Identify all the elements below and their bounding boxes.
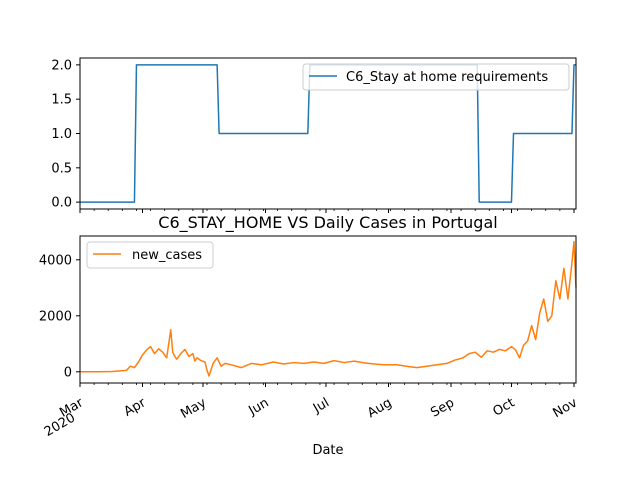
y-tick-label-0-3: 1.5: [51, 93, 72, 108]
top-legend: C6_Stay at home requirements: [302, 63, 570, 91]
y-tick-label-0-0: 0.0: [51, 196, 72, 211]
top-y-ticks: 0.0 0.5 1.0 1.5 2.0: [51, 58, 80, 211]
bottom-axes-frame: [79, 235, 577, 384]
bottom-legend-label: new_cases: [132, 248, 202, 263]
x-axis-label: Date: [312, 443, 343, 458]
top-legend-label: C6_Stay at home requirements: [346, 70, 548, 85]
bottom-legend: new_cases: [86, 241, 214, 269]
series-line-1-0: [80, 240, 577, 377]
top-x-ticks: [79, 209, 575, 213]
bottom-legend-box: [86, 241, 214, 269]
y-tick-label-0-1: 0.5: [51, 161, 72, 176]
y-tick-label-1-2: 4000: [39, 253, 72, 268]
bottom-y-ticks: 0 2000 4000: [39, 253, 80, 380]
bottom-series-group: [80, 240, 577, 377]
y-tick-label-1-1: 2000: [39, 309, 72, 324]
top-subplot: 0.0 0.5 1.0 1.5 2.0 C6_Stay at home requirem…: [51, 57, 577, 213]
y-tick-label-0-2: 1.0: [51, 127, 72, 142]
top-legend-box: [302, 63, 570, 91]
chart-title: C6_STAY_HOME VS Daily Cases in Portugal: [158, 213, 497, 233]
y-tick-label-1-0: 0: [64, 365, 72, 380]
x-tick-label-4: Jul: [310, 395, 332, 416]
y-tick-label-0-4: 2.0: [51, 58, 72, 73]
